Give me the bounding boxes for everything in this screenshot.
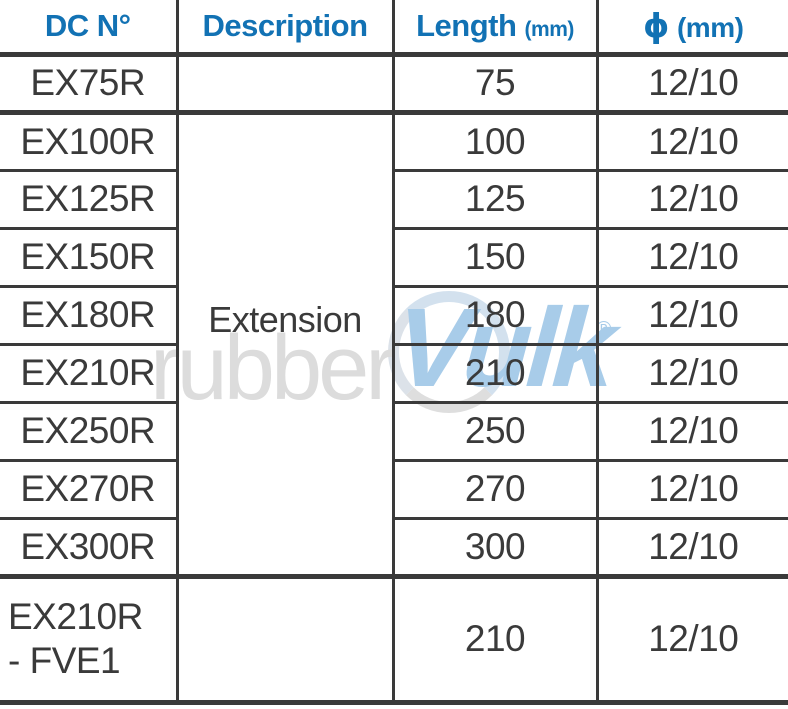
dc-cell: EX150R	[0, 226, 179, 288]
diameter-cell: 12/10	[595, 458, 788, 520]
row-ex270r: EX270R 270 12/10	[0, 458, 788, 520]
header-length-label: Length	[416, 7, 517, 43]
length-cell: 100	[391, 110, 599, 172]
header-description: Description	[175, 0, 395, 57]
row-ex210r: EX210R 210 12/10	[0, 342, 788, 404]
dc-cell: EX300R	[0, 516, 179, 579]
row-ex210r-fve1: EX210R - FVE1 210 12/10	[0, 574, 788, 705]
length-cell: 180	[391, 284, 599, 346]
diameter-cell: 12/10	[595, 226, 788, 288]
header-dc-number: DC N°	[0, 0, 179, 57]
diameter-cell: 12/10	[595, 110, 788, 172]
dc-cell: EX210R - FVE1	[0, 574, 179, 705]
dc-cell: EX250R	[0, 400, 179, 462]
header-diameter: ϕ (mm)	[595, 0, 788, 57]
diameter-cell: 12/10	[595, 168, 788, 230]
description-merged-cell: Extension	[175, 110, 395, 579]
row-ex75r: EX75R 75 12/10	[0, 52, 788, 115]
diameter-cell: 12/10	[595, 52, 788, 115]
header-row: DC N° Description Length (mm) ϕ (mm)	[0, 0, 788, 57]
row-ex250r: EX250R 250 12/10	[0, 400, 788, 462]
diameter-cell: 12/10	[595, 400, 788, 462]
dc-cell: EX125R	[0, 168, 179, 230]
length-cell: 210	[391, 342, 599, 404]
length-cell: 270	[391, 458, 599, 520]
diameter-cell: 12/10	[595, 284, 788, 346]
dc-cell: EX75R	[0, 52, 179, 115]
dc-cell: EX210R	[0, 342, 179, 404]
dc-code-line2: - FVE1	[8, 640, 121, 681]
row-ex300r: EX300R 300 12/10	[0, 516, 788, 579]
dc-cell: EX270R	[0, 458, 179, 520]
row-ex125r: EX125R 125 12/10	[0, 168, 788, 230]
length-cell: 210	[391, 574, 599, 705]
diameter-cell: 12/10	[595, 516, 788, 579]
header-length-unit: (mm)	[524, 17, 575, 41]
description-cell	[175, 52, 395, 115]
length-cell: 250	[391, 400, 599, 462]
length-cell: 300	[391, 516, 599, 579]
row-ex180r: EX180R 180 12/10	[0, 284, 788, 346]
row-ex150r: EX150R 150 12/10	[0, 226, 788, 288]
dc-cell: EX180R	[0, 284, 179, 346]
length-cell: 125	[391, 168, 599, 230]
phi-icon: ϕ	[643, 6, 669, 46]
row-ex100r: EX100R Extension 100 12/10	[0, 110, 788, 579]
length-cell: 150	[391, 226, 599, 288]
dc-code-line1: EX210R	[8, 596, 143, 638]
length-cell: 75	[391, 52, 599, 115]
diameter-cell: 12/10	[595, 342, 788, 404]
dc-cell: EX100R	[0, 110, 179, 172]
description-cell	[175, 574, 395, 705]
diameter-cell: 12/10	[595, 574, 788, 705]
header-diameter-unit: (mm)	[676, 12, 744, 44]
header-length: Length (mm)	[391, 0, 599, 57]
